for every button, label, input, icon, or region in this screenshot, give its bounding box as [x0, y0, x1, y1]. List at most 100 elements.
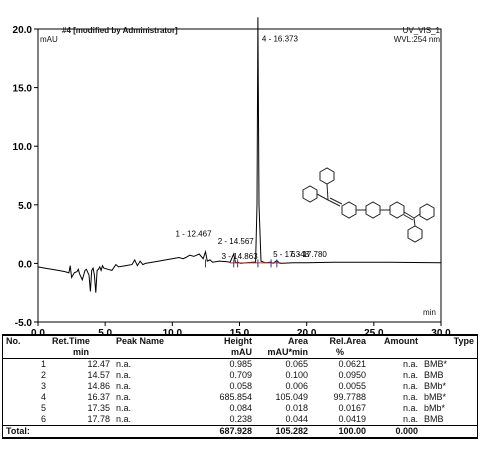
- table-cell: 0.0621: [338, 359, 366, 369]
- table-cell: BMB: [424, 414, 444, 424]
- y-tick-label: 5.0: [18, 201, 32, 212]
- wavelength-label: WVL:254 nm: [393, 35, 440, 44]
- total-height: 687.928: [197, 425, 255, 438]
- table-cell: 17.35: [87, 403, 110, 413]
- structure-ring-6: [407, 225, 423, 243]
- table-cell: n.a.: [402, 381, 418, 391]
- table-cell: 1: [40, 359, 46, 369]
- total-label: Total:: [3, 425, 49, 438]
- y-tick-label: 0.0: [18, 259, 32, 270]
- unit-area: mAU*min: [255, 347, 311, 359]
- table-cell: 17.78: [87, 414, 110, 424]
- table-cell: 105.049: [275, 392, 308, 402]
- y-tick-label: -5.0: [15, 318, 33, 329]
- table-cell: 0.985: [229, 359, 252, 369]
- total-relarea: 100.00: [311, 425, 369, 438]
- structure-bond: [327, 199, 341, 207]
- col-amount: Amount: [369, 335, 421, 347]
- trace-group: [37, 17, 442, 293]
- table-cell: 0.709: [229, 370, 252, 380]
- total-cell: [113, 425, 197, 438]
- x-tick-label: 10.0: [163, 328, 183, 336]
- structure-bond: [316, 193, 329, 201]
- total-amount: 0.000: [369, 425, 421, 438]
- unit-rettime: min: [49, 347, 113, 359]
- structure-ring-4: [365, 201, 381, 219]
- col-area: Area: [255, 335, 311, 347]
- table-cell: 12.47: [87, 359, 110, 369]
- unit-amount: [369, 347, 421, 359]
- chromatogram-trace: [37, 17, 442, 293]
- total-cell: [49, 425, 113, 438]
- x-tick-label: 5.0: [98, 328, 112, 336]
- col-relarea: Rel.Area: [311, 335, 369, 347]
- col-height: Height: [197, 335, 255, 347]
- total-cell: [421, 425, 477, 438]
- table-cell: 0.058: [229, 381, 252, 391]
- structure-bond: [403, 214, 414, 221]
- peak-label: 3 - 14.863: [222, 252, 259, 261]
- total-area: 105.282: [255, 425, 311, 438]
- x-tick-label: 25.0: [364, 328, 384, 336]
- table-cell: BMB*: [424, 359, 448, 369]
- unit-height: mAU: [197, 347, 255, 359]
- table-cell: 0.084: [229, 403, 252, 413]
- table-cell: n.a.: [116, 414, 132, 424]
- chemical-structure: [302, 167, 435, 243]
- table-row: 2 14.57 n.a. 0.709 0.100 0.0950 n.a. BMB: [3, 370, 477, 381]
- col-no: No.: [3, 335, 49, 347]
- peak-label: 2 - 14.567: [218, 237, 255, 246]
- structure-ring-2: [319, 167, 335, 185]
- table-cell: 0.065: [285, 359, 308, 369]
- table-header-row: No. Ret.Time Peak Name Height Area Rel.A…: [3, 335, 477, 347]
- y-unit-label: mAU: [40, 35, 58, 44]
- peak-report-table: No. Ret.Time Peak Name Height Area Rel.A…: [2, 334, 478, 439]
- table-row: 5 17.35 n.a. 0.084 0.018 0.0167 n.a. bMb*: [3, 403, 477, 414]
- table-cell: n.a.: [402, 414, 418, 424]
- axes: 0.0 5.0 10.0 15.0 20.0 25.0 30.0-5.00.05.010.0…: [13, 25, 452, 336]
- structure-bond: [326, 183, 329, 201]
- table-cell: 0.0419: [338, 414, 366, 424]
- table-cell: 2: [40, 370, 46, 380]
- table-cell: 5: [40, 403, 46, 413]
- detector-label: UV_VIS_1: [402, 26, 440, 35]
- x-tick-label: 30.0: [431, 328, 451, 336]
- peak-label: 5 - 17.348: [273, 250, 310, 259]
- table-cell: n.a.: [402, 359, 418, 369]
- table-cell: n.a.: [402, 392, 418, 402]
- col-rettime: Ret.Time: [49, 335, 113, 347]
- peak-label: 6 - 17.780: [291, 250, 328, 259]
- table-cell: 0.0167: [338, 403, 366, 413]
- table-cell: n.a.: [116, 381, 132, 391]
- x-tick-label: 15.0: [230, 328, 250, 336]
- structure-ring-1: [302, 185, 318, 203]
- table-cell: n.a.: [116, 370, 132, 380]
- structure-ring-7: [419, 203, 435, 221]
- table-cell: n.a.: [402, 403, 418, 413]
- structure-ring-3: [341, 201, 357, 219]
- table-cell: 0.100: [285, 370, 308, 380]
- x-unit-label: min: [423, 308, 436, 317]
- table-cell: 0.006: [285, 381, 308, 391]
- plot-frame: [37, 28, 442, 323]
- structure-bond: [413, 213, 421, 219]
- table-cell: 14.57: [87, 370, 110, 380]
- table-cell: 16.37: [87, 392, 110, 402]
- y-tick-label: 20.0: [13, 25, 33, 36]
- peak-label: 1 - 12.467: [176, 230, 213, 239]
- table-cell: bMB*: [424, 392, 447, 402]
- chart-title: #4 [modified by Administrator]: [62, 26, 178, 35]
- table-row: 4 16.37 n.a. 685.854 105.049 99.7788 n.a. bMB*: [3, 392, 477, 403]
- unit-type: [421, 347, 477, 359]
- table-row: 3 14.86 n.a. 0.058 0.006 0.0055 n.a. BMb*: [3, 381, 477, 392]
- structure-ring-5: [389, 201, 405, 219]
- table-cell: 3: [40, 381, 46, 391]
- table-cell: 99.7788: [333, 392, 366, 402]
- table-cell: 14.86: [87, 381, 110, 391]
- unit-no: [3, 347, 49, 359]
- table-cell: n.a.: [402, 370, 418, 380]
- table-cell: 0.0950: [338, 370, 366, 380]
- table-cell: bMb*: [424, 403, 446, 413]
- structure-bond: [413, 217, 416, 227]
- chromatogram-chart: 0.0 5.0 10.0 15.0 20.0 25.0 30.0 -5.0 0.0 5.0 10.0…: [13, 17, 452, 336]
